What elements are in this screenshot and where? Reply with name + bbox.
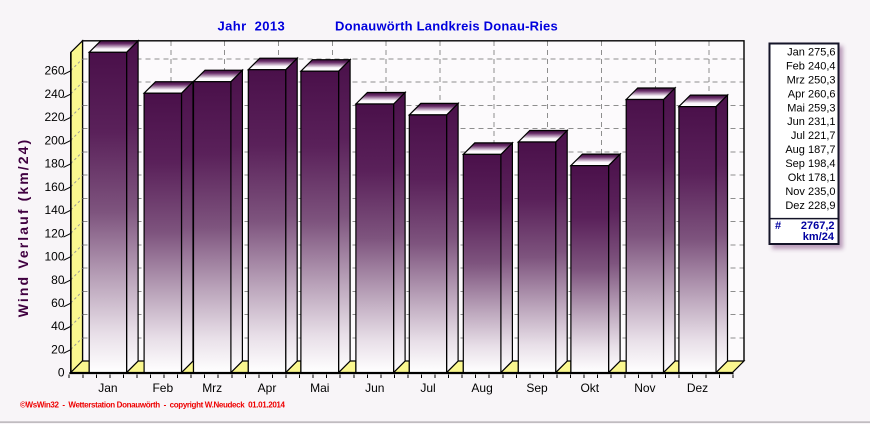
svg-text:km/24: km/24 bbox=[803, 231, 835, 243]
svg-text:260: 260 bbox=[44, 64, 64, 78]
svg-text:Okt 178,1: Okt 178,1 bbox=[788, 172, 836, 184]
svg-text:Sep 198,4: Sep 198,4 bbox=[785, 158, 835, 170]
svg-text:Dez 228,9: Dez 228,9 bbox=[785, 200, 835, 212]
svg-text:Apr 260,6: Apr 260,6 bbox=[788, 88, 836, 100]
svg-text:Aug 187,7: Aug 187,7 bbox=[785, 144, 835, 156]
svg-text:20: 20 bbox=[51, 343, 65, 357]
svg-text:2767,2: 2767,2 bbox=[801, 220, 835, 232]
svg-text:Nov 235,0: Nov 235,0 bbox=[785, 186, 835, 198]
svg-text:Sep: Sep bbox=[526, 381, 548, 395]
svg-text:180: 180 bbox=[44, 157, 64, 171]
svg-text:240: 240 bbox=[44, 87, 64, 101]
svg-text:Feb: Feb bbox=[152, 381, 173, 395]
svg-text:80: 80 bbox=[51, 273, 65, 287]
svg-text:Wind Verlauf (km/24): Wind Verlauf (km/24) bbox=[15, 138, 31, 318]
svg-text:Mrz 250,3: Mrz 250,3 bbox=[787, 74, 836, 86]
svg-text:40: 40 bbox=[51, 319, 65, 333]
svg-text:Donauwörth Landkreis Donau-Rie: Donauwörth Landkreis Donau-Ries bbox=[335, 19, 558, 34]
svg-text:Jun 231,1: Jun 231,1 bbox=[787, 116, 835, 128]
svg-text:Jun: Jun bbox=[365, 381, 384, 395]
svg-text:Okt: Okt bbox=[580, 381, 599, 395]
svg-text:Nov: Nov bbox=[634, 381, 655, 395]
svg-text:Jan: Jan bbox=[98, 381, 117, 395]
svg-text:Dez: Dez bbox=[687, 381, 708, 395]
svg-text:Mai 259,3: Mai 259,3 bbox=[787, 102, 835, 114]
svg-text:220: 220 bbox=[44, 110, 64, 124]
svg-text:Jul 221,7: Jul 221,7 bbox=[791, 130, 836, 142]
svg-text:160: 160 bbox=[44, 180, 64, 194]
svg-text:Mai: Mai bbox=[310, 381, 329, 395]
svg-text:0: 0 bbox=[58, 366, 65, 380]
svg-text:140: 140 bbox=[44, 203, 64, 217]
svg-text:60: 60 bbox=[51, 296, 65, 310]
svg-text:Feb 240,4: Feb 240,4 bbox=[786, 60, 836, 72]
svg-text:Apr: Apr bbox=[258, 381, 277, 395]
svg-text:Aug: Aug bbox=[471, 381, 492, 395]
svg-text:Jahr 2013: Jahr 2013 bbox=[218, 19, 286, 34]
svg-text:Jan 275,6: Jan 275,6 bbox=[787, 47, 835, 59]
svg-text:Jul: Jul bbox=[420, 381, 435, 395]
svg-text:#: # bbox=[775, 220, 781, 232]
svg-text:©WsWin32 - Wetterstation Don: ©WsWin32 - Wetterstation Donauwörth - co… bbox=[20, 401, 286, 410]
svg-text:200: 200 bbox=[44, 133, 64, 147]
svg-text:100: 100 bbox=[44, 250, 64, 264]
svg-text:Mrz: Mrz bbox=[202, 381, 222, 395]
svg-text:120: 120 bbox=[44, 226, 64, 240]
